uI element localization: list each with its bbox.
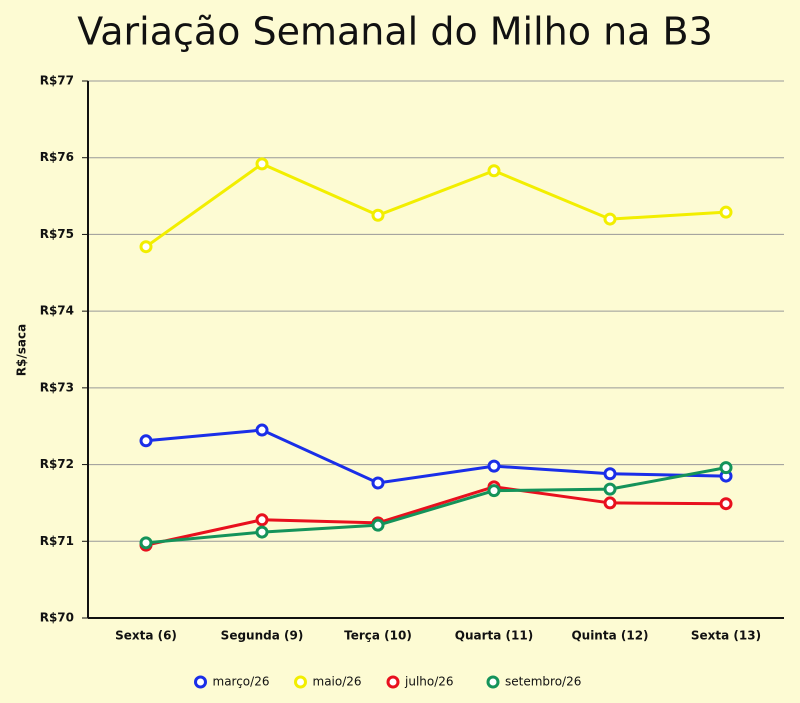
y-tick-label: R$70 xyxy=(40,611,74,625)
y-tick-label: R$75 xyxy=(40,227,74,241)
data-point xyxy=(139,240,153,254)
data-point xyxy=(487,459,501,473)
data-point xyxy=(255,513,269,527)
data-point xyxy=(487,164,501,178)
data-point xyxy=(255,157,269,171)
data-point xyxy=(371,476,385,490)
data-point xyxy=(139,536,153,550)
series-line xyxy=(145,466,727,545)
data-point xyxy=(255,525,269,539)
data-point xyxy=(603,496,617,510)
legend-label: julho/26 xyxy=(404,675,454,689)
y-tick-label: R$76 xyxy=(40,150,74,164)
data-point xyxy=(255,423,269,437)
legend-marker xyxy=(486,675,500,689)
data-point xyxy=(371,518,385,532)
y-axis-label: R$/saca xyxy=(15,324,29,376)
legend-label: setembro/26 xyxy=(505,675,581,689)
legend-marker xyxy=(386,675,400,689)
data-point xyxy=(603,482,617,496)
data-point xyxy=(719,205,733,219)
y-tick-label: R$77 xyxy=(40,74,74,88)
data-point xyxy=(603,212,617,226)
x-tick-label: Segunda (9) xyxy=(221,629,304,643)
legend-marker xyxy=(194,675,207,689)
legend-label: maio/26 xyxy=(313,675,362,689)
x-tick-label: Terça (10) xyxy=(344,629,412,643)
y-tick-label: R$72 xyxy=(40,457,74,471)
data-point xyxy=(139,434,153,448)
x-tick-label: Quarta (11) xyxy=(455,629,533,643)
x-tick-label: Quinta (12) xyxy=(571,629,648,643)
chart-title: Variação Semanal do Milho na B3 xyxy=(77,10,713,54)
series-line xyxy=(145,162,727,248)
y-tick-label: R$71 xyxy=(40,534,74,548)
x-tick-label: Sexta (6) xyxy=(115,629,177,643)
y-tick-label: R$74 xyxy=(40,304,74,318)
data-point xyxy=(371,208,385,222)
data-point xyxy=(719,461,733,475)
data-point xyxy=(603,467,617,481)
legend-marker xyxy=(294,675,307,689)
data-point xyxy=(487,484,501,498)
x-tick-label: Sexta (13) xyxy=(691,629,761,643)
y-tick-label: R$73 xyxy=(40,380,74,394)
series-line xyxy=(145,485,727,547)
data-point xyxy=(719,497,733,511)
series-line xyxy=(145,428,727,485)
legend-label: março/26 xyxy=(213,675,270,689)
